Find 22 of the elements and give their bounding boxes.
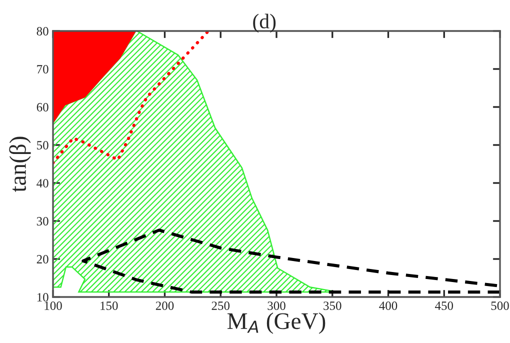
y-tick-label: 50 bbox=[37, 141, 48, 150]
x-axis-title: M$_{A}$ (GeV) bbox=[227, 312, 326, 334]
chart-title: (d) bbox=[253, 14, 276, 33]
line-series bbox=[82, 228, 500, 294]
y-tick-label: 40 bbox=[36, 179, 48, 188]
x-tick-label: 350 bbox=[324, 302, 342, 310]
y-tick-label: 70 bbox=[37, 65, 48, 74]
x-tick-label: 100 bbox=[44, 302, 62, 310]
x-tick-label: 500 bbox=[491, 302, 509, 310]
y-axis-title: tan(β) bbox=[9, 136, 31, 192]
y-tick-label: 20 bbox=[36, 255, 48, 264]
x-tick-label: 150 bbox=[100, 302, 118, 310]
y-tick-label: 60 bbox=[36, 103, 48, 112]
y-tick-label: 30 bbox=[36, 217, 48, 226]
x-tick-label: 450 bbox=[434, 302, 454, 310]
x-tick-label: 200 bbox=[156, 302, 174, 310]
x-tick-label: 300 bbox=[268, 302, 286, 310]
y-tick-label: 10 bbox=[37, 293, 48, 302]
y-tick-label: 80 bbox=[36, 27, 48, 36]
x-tick-label: 250 bbox=[212, 302, 230, 310]
x-tick-label: 400 bbox=[379, 302, 398, 310]
line-series bbox=[53, 31, 210, 164]
